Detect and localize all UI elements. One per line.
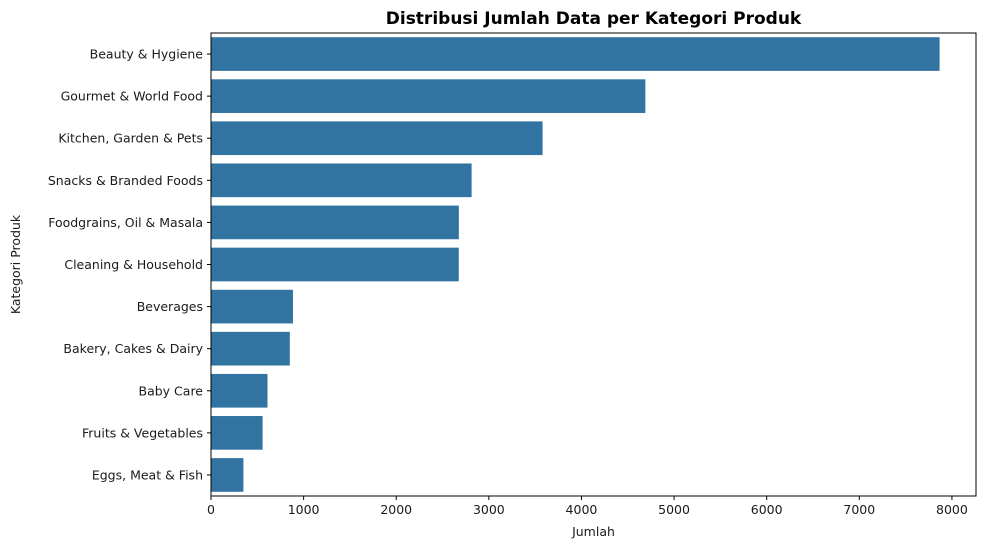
x-tick-label: 8000 <box>936 502 968 517</box>
y-tick-label: Bakery, Cakes & Dairy <box>63 341 203 356</box>
y-tick-label: Kitchen, Garden & Pets <box>58 131 203 146</box>
x-tick-label: 4000 <box>566 502 598 517</box>
x-tick-label: 2000 <box>380 502 412 517</box>
x-tick-label: 6000 <box>751 502 783 517</box>
x-tick-label: 0 <box>207 502 215 517</box>
bar-gourmet-world-food <box>211 79 646 113</box>
y-tick-label: Eggs, Meat & Fish <box>92 467 203 482</box>
bar-beauty-hygiene <box>211 37 940 71</box>
axes-frame <box>210 32 977 497</box>
y-axis-ticks: Beauty & Hygiene Gourmet & World Food Kitc… <box>48 47 211 482</box>
bar-cleaning-household <box>211 247 459 282</box>
bar-kitchen-garden-pets <box>211 121 543 156</box>
bar-foodgrains-oil-masala <box>211 205 459 240</box>
bar-snacks-branded-foods <box>211 163 472 198</box>
x-axis-label: Jumlah <box>571 524 615 539</box>
x-tick-label: 3000 <box>473 502 505 517</box>
y-tick-label: Beverages <box>137 299 203 314</box>
bar-fruits-vegetables <box>211 416 263 450</box>
x-tick-label: 7000 <box>843 502 875 517</box>
bar-beverages <box>211 289 293 324</box>
y-tick-label: Gourmet & World Food <box>61 89 203 104</box>
plot-border <box>210 32 977 497</box>
bar-bakery-cakes-dairy <box>211 331 290 366</box>
y-tick-label: Foodgrains, Oil & Masala <box>48 215 203 230</box>
y-tick-label: Cleaning & Household <box>64 257 203 272</box>
y-tick-label: Snacks & Branded Foods <box>48 173 203 188</box>
y-tick-label: Beauty & Hygiene <box>90 47 204 62</box>
y-axis-label: Kategori Produk <box>8 214 23 314</box>
x-tick-label: 1000 <box>288 502 320 517</box>
bars-group <box>211 37 940 492</box>
x-tick-label: 5000 <box>658 502 690 517</box>
x-axis-ticks: 0 1000 2000 3000 4000 5000 6000 7000 8000 <box>207 496 968 517</box>
y-tick-label: Fruits & Vegetables <box>82 425 203 440</box>
bar-baby-care <box>211 373 268 408</box>
bar-eggs-meat-fish <box>211 458 244 492</box>
chart-title: Distribusi Jumlah Data per Kategori Prod… <box>386 9 802 29</box>
y-tick-label: Baby Care <box>139 383 204 398</box>
